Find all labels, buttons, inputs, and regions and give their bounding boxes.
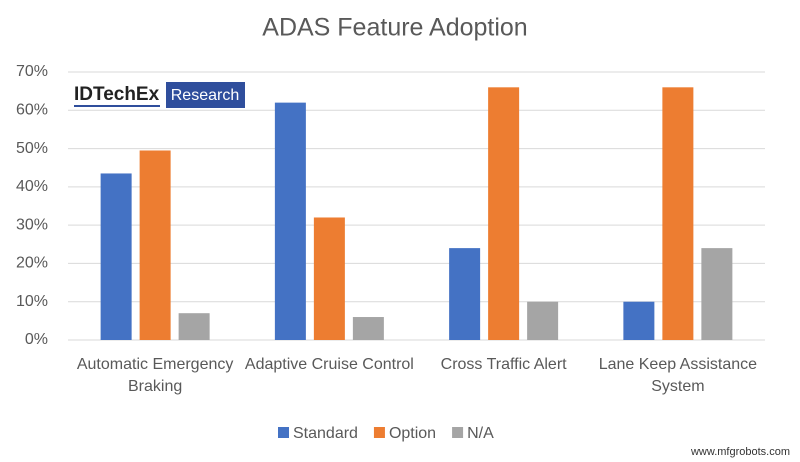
legend-swatch bbox=[278, 427, 289, 438]
bar bbox=[488, 87, 520, 340]
bar bbox=[527, 301, 559, 340]
legend-swatch bbox=[452, 427, 464, 438]
logo-box bbox=[166, 82, 245, 108]
legend-swatch bbox=[373, 427, 385, 438]
y-tick-label: 10% bbox=[16, 293, 48, 310]
watermark: www.mfgrobots.com bbox=[690, 446, 790, 458]
y-tick-label: 30% bbox=[16, 216, 48, 233]
x-tick-label: Automatic Emergency Braking bbox=[76, 356, 234, 395]
bar bbox=[352, 317, 384, 340]
legend-label: Standard bbox=[293, 425, 358, 442]
bar bbox=[178, 313, 210, 340]
logo-brand: IDTechEx bbox=[74, 84, 160, 105]
x-tick-label: Lane Keep Assistance System bbox=[598, 356, 758, 395]
bar bbox=[274, 102, 306, 340]
bar bbox=[701, 248, 733, 340]
y-tick-label: 20% bbox=[16, 255, 48, 272]
y-tick-label: 70% bbox=[16, 63, 48, 80]
bar bbox=[662, 87, 694, 340]
y-tick-label: 0% bbox=[25, 331, 48, 348]
x-tick-label: Adaptive Cruise Control bbox=[244, 356, 414, 373]
bar bbox=[449, 248, 481, 340]
x-tick-label: Cross Traffic Alert bbox=[440, 356, 567, 373]
chart-title: ADAS Feature Adoption bbox=[262, 14, 527, 42]
bar bbox=[139, 150, 171, 340]
legend-label: Option bbox=[389, 425, 436, 442]
y-tick-label: 50% bbox=[16, 140, 48, 157]
bar bbox=[100, 173, 132, 340]
bar bbox=[623, 301, 655, 340]
legend-label: N/A bbox=[467, 425, 494, 442]
bar bbox=[313, 217, 345, 340]
y-tick-label: 40% bbox=[16, 178, 48, 195]
logo-tag: Research bbox=[171, 87, 239, 104]
y-tick-label: 60% bbox=[16, 102, 48, 119]
